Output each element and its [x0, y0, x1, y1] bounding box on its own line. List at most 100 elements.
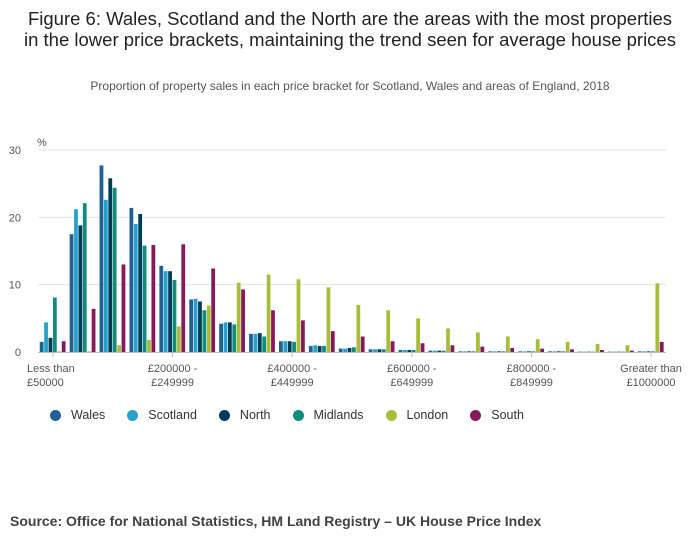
x-tick-label: £50000 [27, 377, 64, 389]
bar [437, 351, 441, 352]
x-tick-label: £249999 [151, 377, 194, 389]
bar [472, 351, 476, 352]
bar [480, 347, 484, 352]
bar [207, 306, 211, 352]
legend-item[interactable]: London [386, 408, 449, 422]
x-tick-label: £600000 - [387, 363, 437, 375]
bar [194, 299, 198, 352]
x-tick-label: Greater than [620, 363, 682, 375]
bar [189, 299, 193, 352]
legend-item[interactable]: Midlands [293, 408, 364, 422]
bar [642, 351, 646, 352]
bar [104, 200, 108, 352]
bar [108, 178, 112, 352]
bar [198, 302, 202, 353]
bar [129, 208, 133, 352]
legend-swatch [219, 410, 230, 421]
bar [386, 310, 390, 352]
x-tick-label: £200000 - [148, 363, 198, 375]
x-tick-label: £449999 [271, 377, 314, 389]
bar [151, 245, 155, 352]
bar [224, 322, 228, 352]
bar [399, 350, 403, 352]
bar [44, 322, 48, 352]
bar [279, 341, 283, 352]
y-tick-label: 10 [9, 280, 21, 292]
y-tick-label: 0 [15, 347, 21, 359]
bar [100, 165, 104, 352]
bar [122, 264, 126, 352]
bar [313, 345, 317, 352]
bar [433, 351, 437, 352]
x-tick-label: £400000 - [267, 363, 317, 375]
bar [267, 275, 271, 352]
bar [143, 246, 147, 352]
bar [113, 188, 117, 352]
bar [241, 289, 245, 352]
bar [117, 345, 121, 352]
bar [147, 340, 151, 352]
bar [181, 244, 185, 352]
legend-label: Scotland [148, 408, 197, 422]
bar [309, 346, 313, 352]
legend-swatch [50, 410, 61, 421]
legend-item[interactable]: Wales [50, 408, 105, 422]
x-tick-label: £649999 [390, 377, 433, 389]
x-tick-label: Less than [27, 363, 75, 375]
bar [258, 333, 262, 352]
bar [421, 343, 425, 352]
bar [57, 351, 61, 352]
bar [70, 234, 74, 352]
chart-subtitle: Proportion of property sales in each pri… [20, 79, 680, 93]
bar [660, 342, 664, 352]
bar [655, 283, 659, 352]
bar [570, 349, 574, 352]
bar [343, 349, 347, 352]
bar [40, 342, 44, 352]
bar [458, 351, 462, 352]
bar [553, 351, 557, 352]
legend-label: London [407, 408, 449, 422]
bar [373, 349, 377, 352]
bar [369, 349, 373, 352]
bar [488, 351, 492, 352]
bar [476, 332, 480, 352]
bar [62, 341, 66, 352]
bar [331, 331, 335, 352]
bar [463, 351, 467, 352]
bar [301, 320, 305, 352]
bar [523, 351, 527, 352]
bar [219, 324, 223, 352]
bar [600, 350, 604, 352]
bar [566, 342, 570, 352]
bar [651, 351, 655, 352]
bar [493, 351, 497, 352]
bar [416, 318, 420, 352]
legend-item[interactable]: Scotland [127, 408, 197, 422]
bar [540, 349, 544, 352]
bar [497, 351, 501, 352]
bar [211, 269, 215, 352]
bar [638, 351, 642, 352]
legend-label: South [491, 408, 524, 422]
bar [253, 334, 257, 352]
bar [382, 349, 386, 352]
bar [451, 345, 455, 352]
bar [548, 351, 552, 352]
bar [647, 351, 651, 352]
bar [322, 346, 326, 352]
bar [74, 209, 78, 352]
bar [262, 337, 266, 352]
legend-item[interactable]: South [470, 408, 524, 422]
bar [510, 348, 514, 352]
bar [596, 344, 600, 352]
legend-item[interactable]: North [219, 408, 271, 422]
legend-label: Wales [71, 408, 105, 422]
bar [626, 345, 630, 352]
bar [164, 271, 168, 352]
legend-swatch [293, 410, 304, 421]
bar [407, 350, 411, 352]
legend-swatch [127, 410, 138, 421]
bar [327, 287, 331, 352]
bar [531, 351, 535, 352]
